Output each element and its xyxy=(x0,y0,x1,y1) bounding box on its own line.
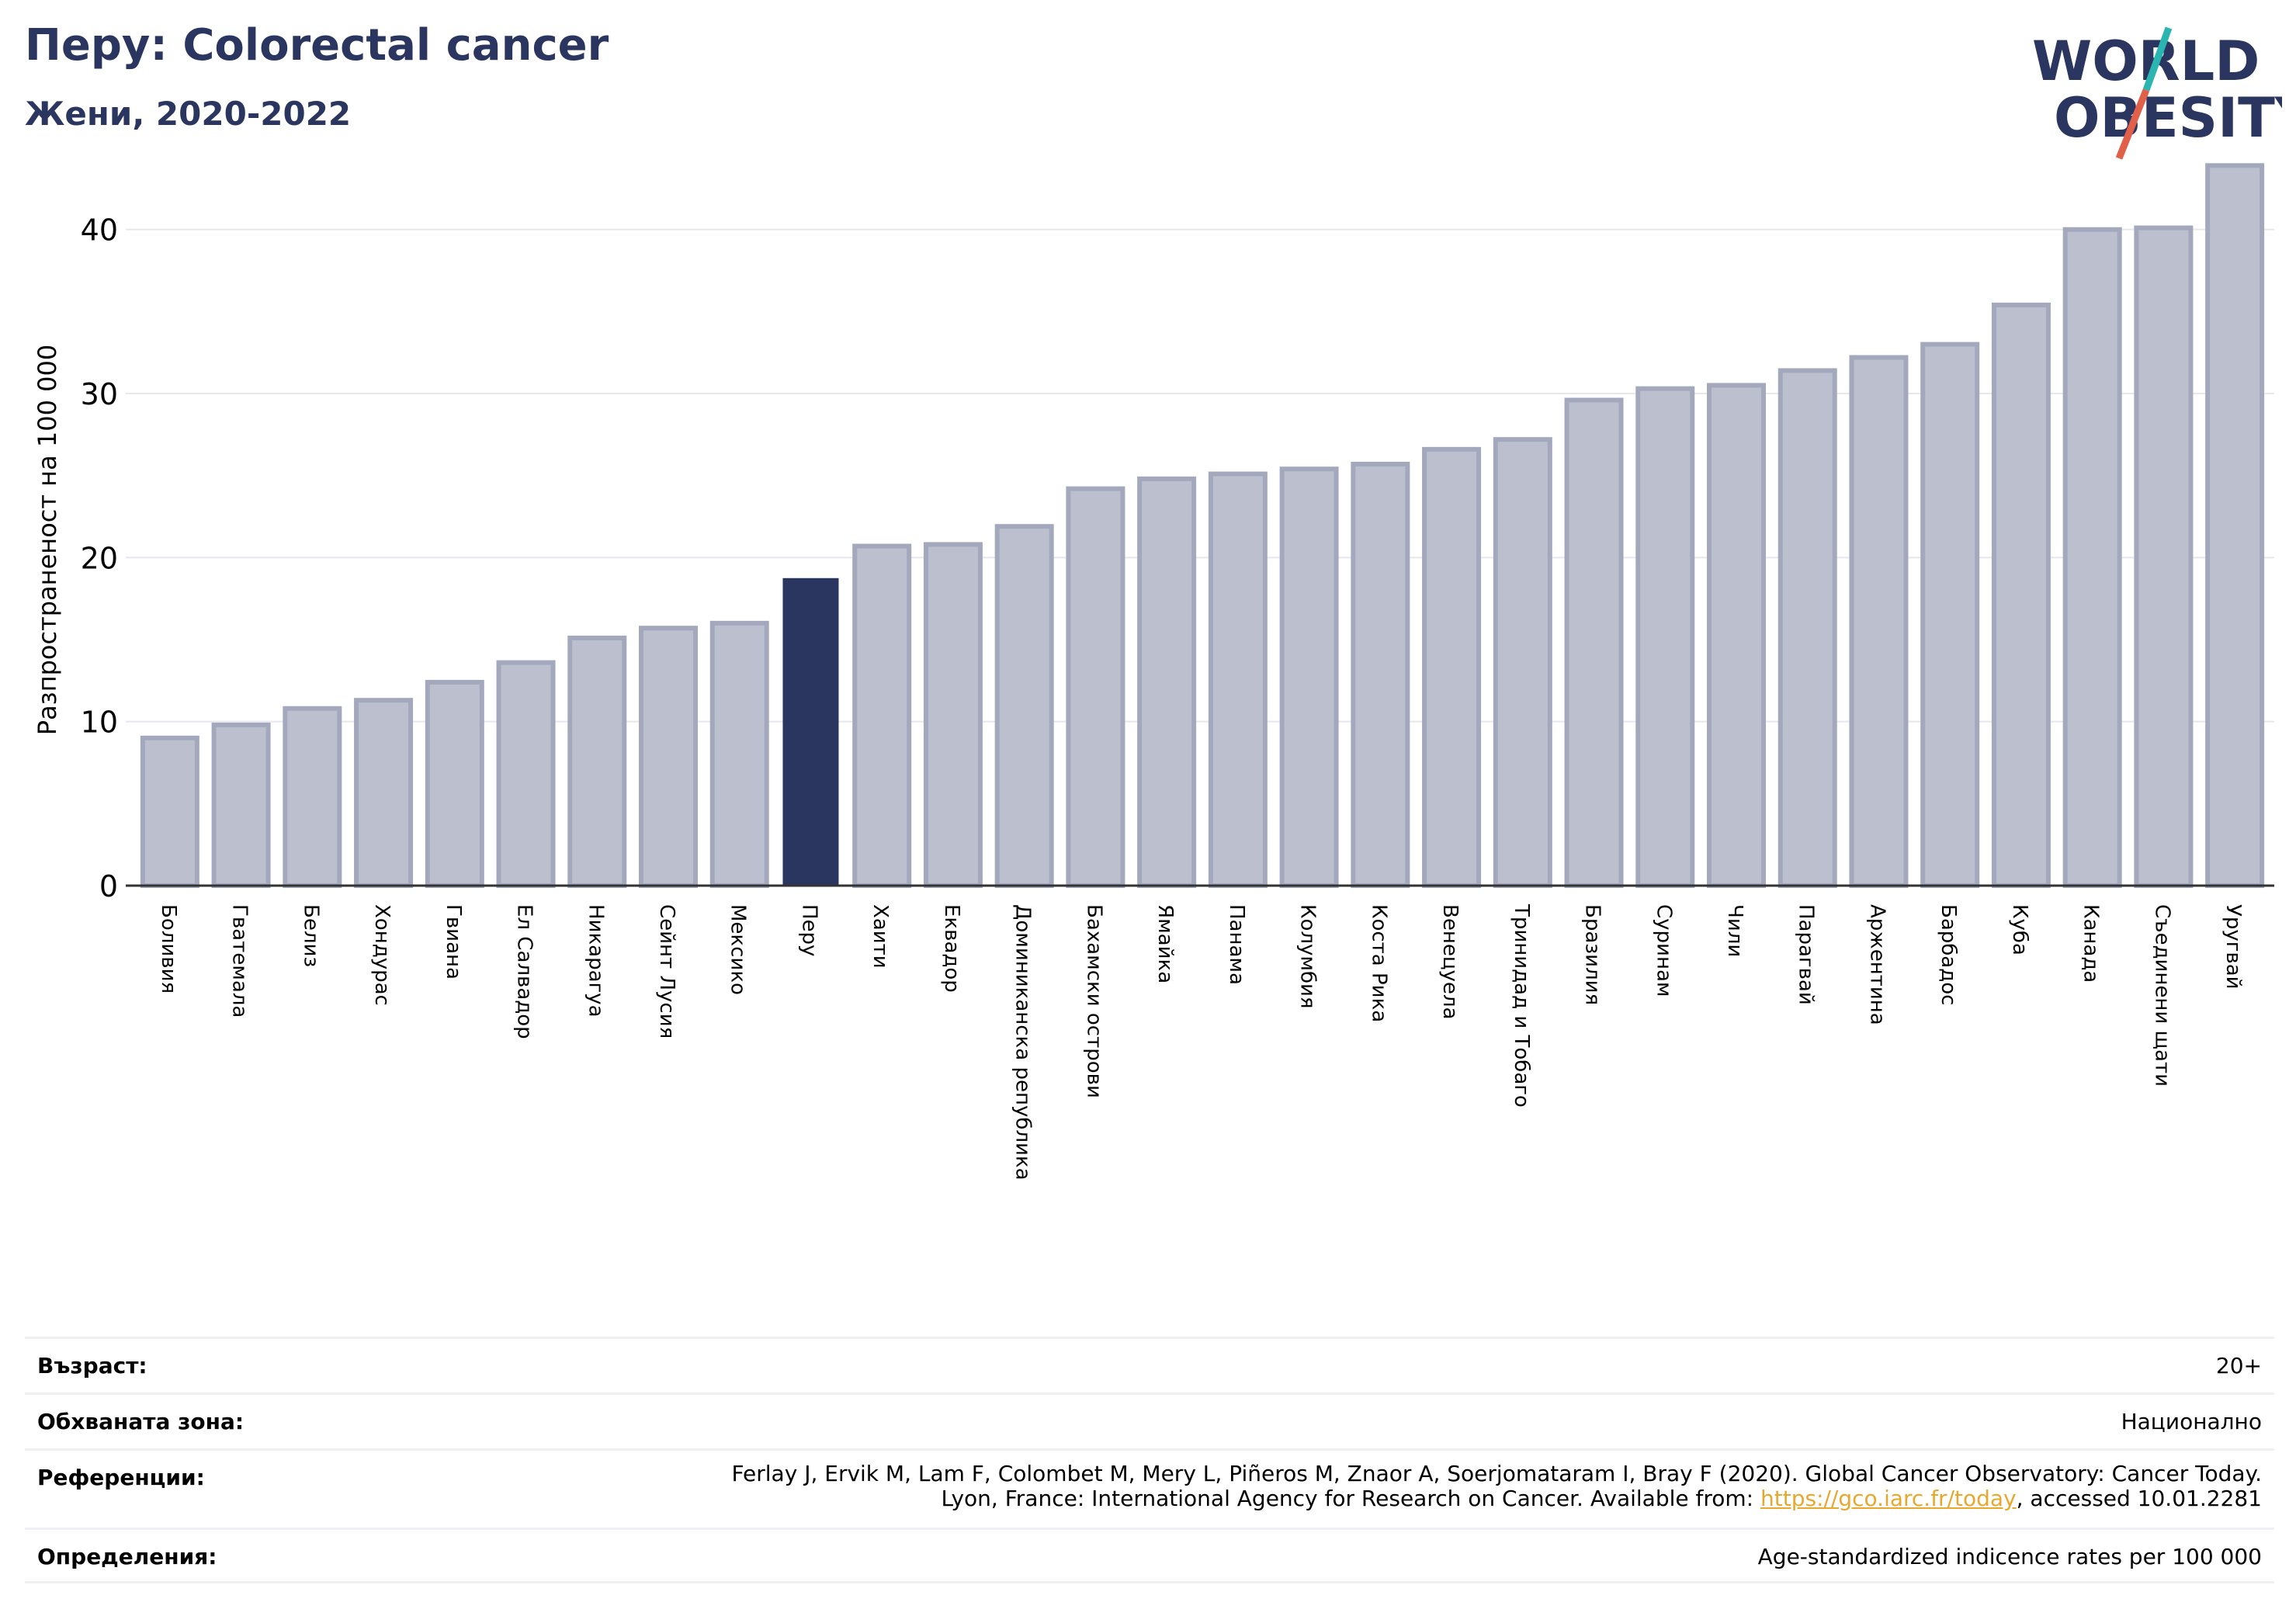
x-tick-label: Хаити xyxy=(869,904,892,969)
bar-26 xyxy=(1991,302,2051,888)
bar-13 xyxy=(1066,486,1125,888)
x-tick-label: Тринидад и Тобаго xyxy=(1510,903,1533,1108)
bar-25 xyxy=(1920,342,1980,889)
bar-2 xyxy=(283,706,342,889)
world-obesity-logo: WORLD OBESITY xyxy=(2032,26,2282,160)
info-row-definitions: Определения: Age-standardized indicence … xyxy=(25,1528,2274,1583)
bar-23 xyxy=(1777,368,1837,888)
info-row-references: Референции: Ferlay J, Ervik M, Lam F, Co… xyxy=(25,1448,2274,1528)
x-tick-label: Панама xyxy=(1225,904,1248,985)
definitions-value: Age-standardized indicence rates per 100… xyxy=(1757,1544,2262,1569)
bar-24 xyxy=(1849,355,1909,888)
zone-value: Национално xyxy=(2121,1409,2262,1434)
y-tick-label: 30 xyxy=(81,377,118,411)
chart-subtitle: Жени, 2020-2022 xyxy=(25,95,352,133)
info-row-age: Възраст: 20+ xyxy=(25,1337,2274,1392)
references-line1: Ferlay J, Ervik M, Lam F, Colombet M, Me… xyxy=(731,1461,2262,1486)
y-tick-label: 20 xyxy=(81,541,118,575)
zone-label: Обхваната зона: xyxy=(37,1409,245,1434)
bar-15 xyxy=(1208,471,1268,888)
x-tick-label: Бразилия xyxy=(1581,904,1604,1005)
bar-18 xyxy=(1422,446,1482,888)
x-tick-label: Хондурас xyxy=(370,904,394,1006)
bar-11 xyxy=(923,542,983,889)
bar-20 xyxy=(1564,397,1624,888)
x-tick-label: Бахамски острови xyxy=(1082,904,1105,1098)
x-tick-label: Колумбия xyxy=(1296,904,1320,1009)
x-tick-label: Никарагуа xyxy=(584,904,607,1018)
x-tick-label: Венецуела xyxy=(1438,904,1462,1019)
x-tick-label: Суринам xyxy=(1652,904,1675,997)
x-tick-label: Чили xyxy=(1723,904,1746,957)
references-line2-prefix: Lyon, France: International Agency for R… xyxy=(941,1486,1760,1511)
logo-slash-red xyxy=(2115,88,2150,160)
bar-27 xyxy=(2062,227,2122,888)
x-tick-label: Съединени щати xyxy=(2150,904,2173,1087)
x-tick-label: Мексико xyxy=(727,904,750,995)
bar-16 xyxy=(1279,466,1339,888)
bar-14 xyxy=(1137,476,1197,888)
x-tick-label: Белиз xyxy=(299,904,322,967)
bar-5 xyxy=(496,660,556,888)
age-label: Възраст: xyxy=(37,1353,147,1379)
references-link[interactable]: https://gco.iarc.fr/today xyxy=(1760,1486,2017,1511)
bar-4 xyxy=(425,679,484,888)
x-tick-label: Аржентина xyxy=(1865,904,1888,1025)
age-value: 20+ xyxy=(2215,1353,2262,1379)
bar-29 xyxy=(2205,163,2265,889)
bar-21 xyxy=(1635,386,1695,889)
bar-7 xyxy=(639,626,698,888)
bar-12 xyxy=(994,524,1054,888)
bar-8 xyxy=(709,620,769,888)
references-label: Референции: xyxy=(37,1465,205,1490)
x-tick-label: Коста Рика xyxy=(1367,904,1390,1022)
bar-28 xyxy=(2134,225,2194,888)
definitions-label: Определения: xyxy=(37,1544,217,1569)
x-tick-label: Доминиканска република xyxy=(1011,904,1035,1181)
x-tick-label: Барбадос xyxy=(1937,904,1960,1005)
x-tick-label: Ямайка xyxy=(1153,904,1177,983)
x-tick-label: Перу xyxy=(797,904,820,956)
y-tick-label: 40 xyxy=(81,213,118,248)
y-axis-label: Разпространеност на 100 000 xyxy=(33,345,62,735)
chart-title: Перу: Colorectal cancer xyxy=(25,20,609,71)
x-tick-label: Канада xyxy=(2079,904,2103,983)
bar-0 xyxy=(140,735,199,888)
x-tick-label: Ел Салвадор xyxy=(513,904,536,1039)
x-tick-label: Куба xyxy=(2008,904,2031,955)
x-tick-label: Гвиана xyxy=(442,904,465,980)
x-tick-label: Боливия xyxy=(157,904,180,994)
bar-chart: 0 10 20 30 40 Боливия Гватемала Белиз Хондурас Гв… xyxy=(33,163,2274,1181)
bar-10 xyxy=(852,543,912,888)
references-line2-suffix: , accessed 10.01.2281 xyxy=(2016,1486,2262,1511)
bar-17 xyxy=(1351,461,1410,888)
info-table: Възраст: 20+ Обхваната зона: Национално … xyxy=(25,1337,2274,1583)
info-row-zone: Обхваната зона: Национално xyxy=(25,1392,2274,1448)
bar-6 xyxy=(567,635,627,888)
x-tick-label: Парагвай xyxy=(1795,904,1818,1005)
references-value: Ferlay J, Ervik M, Lam F, Colombet M, Me… xyxy=(731,1451,2262,1511)
logo-slash-teal xyxy=(2142,26,2173,92)
y-tick-label: 10 xyxy=(81,706,118,740)
bar-9 xyxy=(782,577,839,886)
logo-line2: OBESITY xyxy=(2054,86,2282,150)
x-tick-label: Сейнт Лусия xyxy=(655,904,678,1039)
bar-19 xyxy=(1493,437,1552,888)
y-tick-label: 0 xyxy=(99,869,118,903)
bar-1 xyxy=(211,722,271,888)
bar-3 xyxy=(354,698,414,889)
x-tick-label: Уругвай xyxy=(2221,904,2245,990)
x-tick-label: Еквадор xyxy=(940,904,963,993)
bar-22 xyxy=(1707,383,1766,888)
x-tick-label: Гватемала xyxy=(228,904,251,1018)
